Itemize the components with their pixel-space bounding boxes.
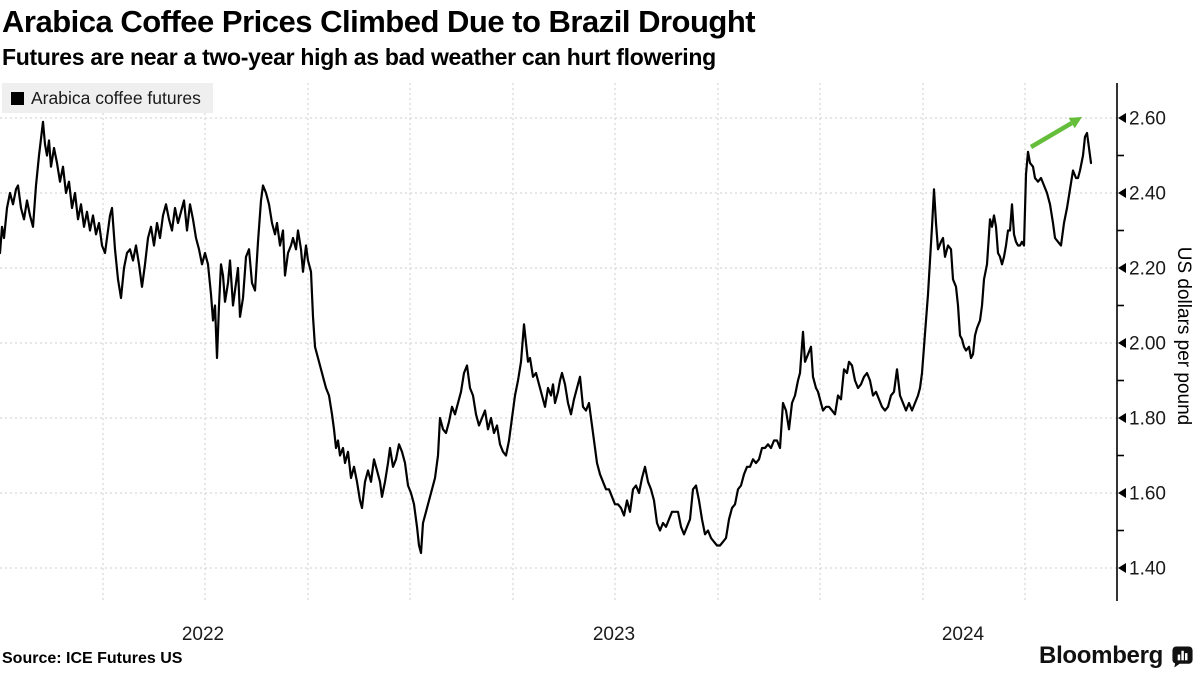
y-tick-label: 1.40: [1129, 559, 1166, 580]
x-tick-label: 2024: [942, 624, 985, 645]
y-major-tick-arrow-icon: [1118, 413, 1126, 423]
y-axis-title: US dollars per pound: [1173, 246, 1194, 426]
y-tick-label: 1.80: [1129, 409, 1166, 430]
y-major-tick-arrow-icon: [1118, 113, 1126, 123]
y-major-tick-arrow-icon: [1118, 263, 1126, 273]
bloomberg-wordmark: Bloomberg: [1039, 642, 1163, 669]
x-tick-label: 2023: [593, 624, 635, 645]
y-major-tick-arrow-icon: [1118, 338, 1126, 348]
y-tick-label: 2.20: [1129, 259, 1166, 280]
x-tick-label: 2022: [182, 624, 224, 645]
page-subtitle: Futures are near a two-year high as bad …: [2, 44, 716, 70]
chart-legend: Arabica coffee futures: [2, 83, 213, 113]
y-major-tick-arrow-icon: [1118, 563, 1126, 573]
source-credit: Source: ICE Futures US: [2, 650, 183, 667]
price-line-series: [0, 120, 1093, 555]
bloomberg-brand: Bloomberg: [1039, 642, 1194, 670]
y-tick-label: 1.60: [1129, 484, 1166, 505]
y-major-tick-arrow-icon: [1118, 188, 1126, 198]
y-tick-label: 2.00: [1129, 334, 1166, 355]
y-tick-label: 2.60: [1129, 109, 1166, 130]
y-major-tick-arrow-icon: [1118, 488, 1126, 498]
bloomberg-bubble-chart-icon: [1172, 645, 1193, 668]
page-title: Arabica Coffee Prices Climbed Due to Bra…: [2, 4, 756, 39]
legend-square-marker-icon: [11, 91, 24, 105]
y-tick-label: 2.40: [1129, 184, 1166, 205]
legend-label: Arabica coffee futures: [31, 87, 201, 108]
trend-arrow-head-icon: [1068, 117, 1082, 129]
trend-arrow-shaft: [1029, 121, 1073, 149]
